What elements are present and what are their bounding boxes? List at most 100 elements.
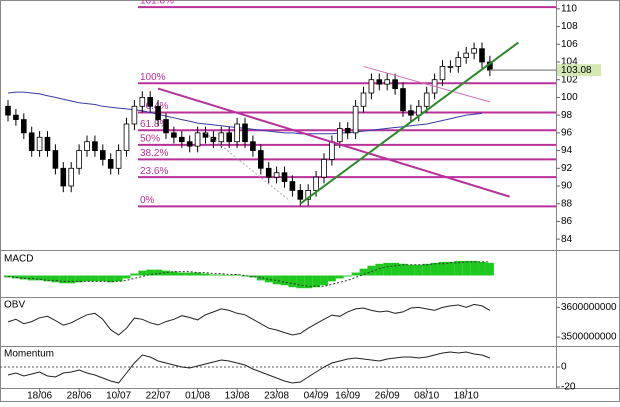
x-tick-label: 23/08 <box>264 391 289 402</box>
candle-body <box>329 141 335 160</box>
y-tick-label: 92 <box>561 163 573 174</box>
y-tick-label: 84 <box>561 234 573 245</box>
fib-label: 100% <box>140 72 166 83</box>
candle-body <box>273 172 280 178</box>
candle-body <box>234 123 240 143</box>
histogram-bar <box>406 264 415 276</box>
candle-body <box>439 66 446 81</box>
histogram-bar <box>351 272 360 276</box>
candle-body <box>226 132 233 143</box>
candle-body <box>115 150 122 169</box>
histogram-bar <box>75 275 84 283</box>
histogram-bar <box>430 262 439 276</box>
panel-title: MACD <box>4 254 33 265</box>
y-tick-label: 108 <box>561 21 578 32</box>
histogram-bar <box>209 274 218 276</box>
indicator-line <box>7 351 491 384</box>
histogram-bar <box>280 275 289 286</box>
candle-body <box>344 128 351 134</box>
candle-body <box>313 176 319 191</box>
candle-body <box>384 79 390 85</box>
candle-body <box>336 128 343 143</box>
histogram-bar <box>241 275 249 277</box>
candle-body <box>368 79 375 94</box>
histogram-bar <box>383 262 392 276</box>
histogram-bar <box>375 263 384 276</box>
histogram-bar <box>177 272 186 276</box>
y-tick-label: 3500000000 <box>561 332 617 343</box>
candle-body <box>392 79 398 89</box>
fib-label: 38.2% <box>140 148 168 159</box>
histogram-bar <box>312 275 321 288</box>
trendline <box>205 132 291 202</box>
candle-body <box>60 167 67 187</box>
candle-body <box>463 52 469 58</box>
candle-body <box>36 136 43 151</box>
histogram-bar <box>122 275 131 279</box>
panel-title: OBV <box>4 300 25 311</box>
x-tick-label: 18/06 <box>27 391 52 402</box>
candle-body <box>289 181 296 191</box>
histogram-bar <box>359 268 368 276</box>
histogram-bar <box>225 275 234 276</box>
candle-body <box>76 150 82 169</box>
candle-body <box>131 105 138 125</box>
histogram-bar <box>296 275 305 289</box>
signal-line <box>7 261 490 287</box>
histogram-bar <box>233 274 242 276</box>
y-tick-label: 88 <box>561 198 573 209</box>
y-tick-label: 90 <box>561 181 573 192</box>
histogram-bar <box>4 275 12 278</box>
candle-body <box>107 159 114 169</box>
trendline <box>157 87 510 198</box>
histogram-bar <box>335 275 344 279</box>
histogram-bar <box>11 275 20 279</box>
fib-label: 161.8% <box>140 0 174 7</box>
histogram-bar <box>98 275 107 282</box>
histogram-bar <box>106 275 115 283</box>
histogram-bar <box>320 275 328 286</box>
histogram-bar <box>114 275 123 282</box>
histogram-bar <box>193 272 202 276</box>
histogram-bar <box>446 261 455 276</box>
histogram-bar <box>256 275 265 281</box>
indicator-line <box>7 303 491 336</box>
histogram-bar <box>248 275 257 278</box>
histogram-bar <box>462 260 471 276</box>
y-tick-label: 3600000000 <box>561 302 617 313</box>
histogram-bar <box>288 275 297 288</box>
candle-body <box>471 48 477 54</box>
candle-body <box>194 132 201 147</box>
candle-body <box>84 141 90 151</box>
candle-body <box>479 48 485 63</box>
candle-body <box>92 141 98 151</box>
fib-label: 61.8% <box>140 119 168 130</box>
x-tick-label: 13/08 <box>225 391 250 402</box>
y-tick-label: 102 <box>561 74 578 85</box>
histogram-bar <box>367 265 376 276</box>
candle-body <box>28 132 35 151</box>
candle-body <box>139 97 146 107</box>
candle-body <box>297 190 304 200</box>
candle-body <box>423 92 430 107</box>
candle-body <box>186 141 193 147</box>
histogram-bar <box>83 275 91 282</box>
histogram-bar <box>59 275 68 284</box>
candle-body <box>163 119 169 134</box>
histogram-bar <box>130 273 139 276</box>
x-tick-label: 22/07 <box>146 391 171 402</box>
histogram-bar <box>414 264 423 276</box>
y-tick-label: 0 <box>561 362 567 373</box>
histogram-bar <box>138 270 147 276</box>
histogram-bar <box>67 275 76 284</box>
candle-body <box>360 92 367 107</box>
x-tick-label: 18/10 <box>454 391 479 402</box>
candle-body <box>400 88 406 112</box>
y-tick-label: -20 <box>561 382 576 393</box>
histogram-bar <box>422 263 431 276</box>
candle-body <box>52 150 59 169</box>
y-tick-label: 86 <box>561 216 573 227</box>
